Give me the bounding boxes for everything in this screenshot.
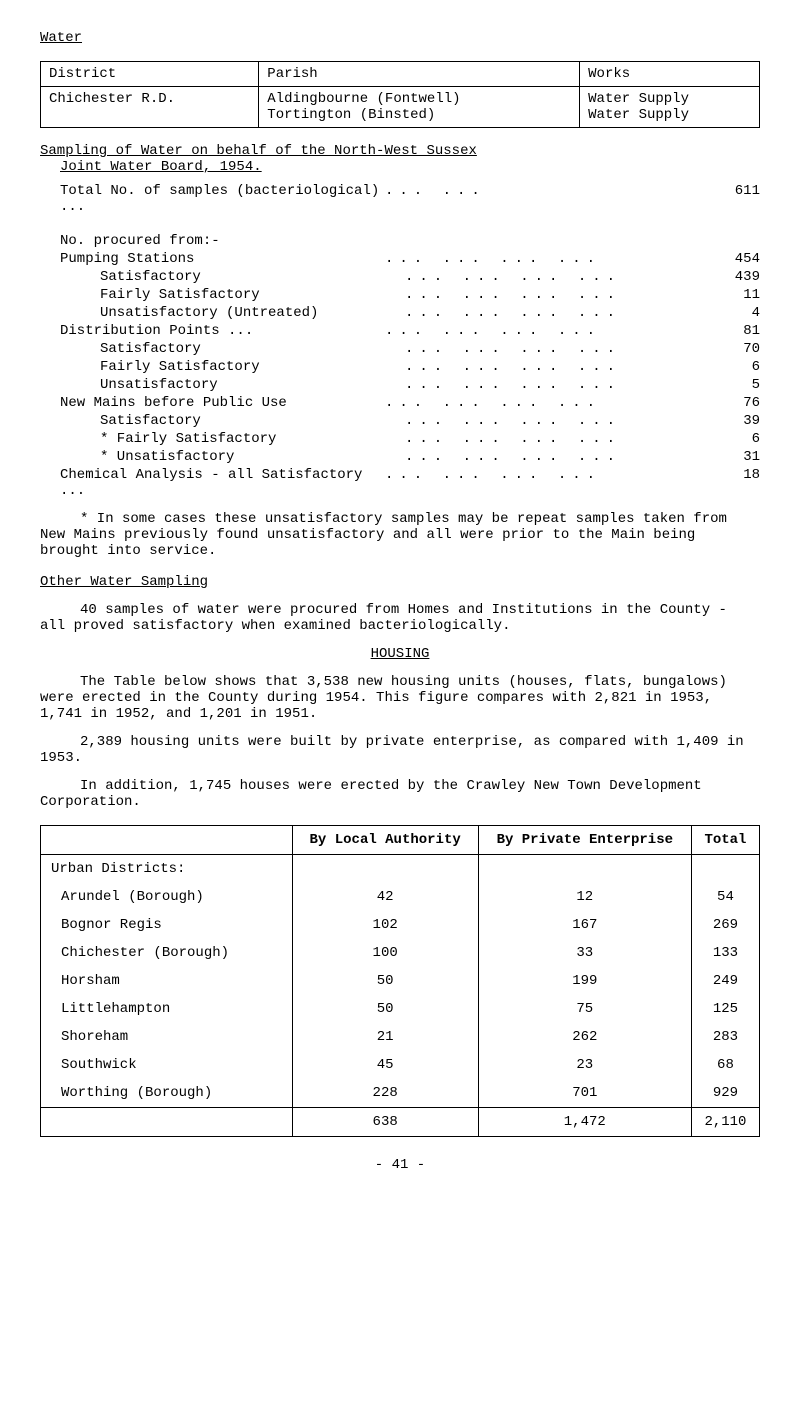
header-district: District — [41, 62, 259, 87]
ht-total-total: 2,110 — [691, 1108, 759, 1137]
data-row: Fairly Satisfactory... ... ... ...6 — [40, 359, 760, 375]
housing-heading: HOUSING — [40, 646, 760, 662]
total-row: Total No. of samples (bacteriological) .… — [40, 183, 760, 215]
cell-works: Water Supply Water Supply — [580, 87, 760, 128]
other-title: Other Water Sampling — [40, 574, 760, 590]
housing-table: By Local Authority By Private Enterprise… — [40, 825, 760, 1137]
ht-total-local: 638 — [292, 1108, 478, 1137]
housing-para1: The Table below shows that 3,538 new hou… — [40, 674, 760, 722]
water-heading: Water — [40, 30, 82, 46]
data-row: Satisfactory... ... ... ...439 — [40, 269, 760, 285]
cell-parish: Aldingbourne (Fontwell) Tortington (Bins… — [259, 87, 580, 128]
data-row: Unsatisfactory (Untreated)... ... ... ..… — [40, 305, 760, 321]
header-works: Works — [580, 62, 760, 87]
data-row: * Fairly Satisfactory... ... ... ...6 — [40, 431, 760, 447]
other-text: 40 samples of water were procured from H… — [40, 602, 760, 634]
table-row: Littlehampton5075125 — [41, 995, 760, 1023]
data-row: * Unsatisfactory... ... ... ...31 — [40, 449, 760, 465]
ht-h3: Total — [691, 826, 759, 855]
data-row: New Mains before Public Use... ... ... .… — [40, 395, 760, 411]
section-label: Urban Districts: — [41, 855, 293, 884]
ht-h0 — [41, 826, 293, 855]
data-row: Chemical Analysis - all Satisfactory ...… — [40, 467, 760, 499]
table-row: Bognor Regis102167269 — [41, 911, 760, 939]
data-row: Pumping Stations... ... ... ...454 — [40, 251, 760, 267]
sampling-rows: Pumping Stations... ... ... ...454 Satisf… — [40, 251, 760, 499]
procured-label: No. procured from:- — [40, 233, 760, 249]
data-row: Fairly Satisfactory... ... ... ...11 — [40, 287, 760, 303]
page-number: - 41 - — [40, 1157, 760, 1173]
ht-h2: By Private Enterprise — [478, 826, 691, 855]
table-row: Shoreham21262283 — [41, 1023, 760, 1051]
sampling-note: * In some cases these unsatisfactory sam… — [40, 511, 760, 559]
housing-para2: 2,389 housing units were built by privat… — [40, 734, 760, 766]
ht-h1: By Local Authority — [292, 826, 478, 855]
table-row: Chichester (Borough)10033133 — [41, 939, 760, 967]
header-parish: Parish — [259, 62, 580, 87]
data-row: Distribution Points ...... ... ... ...81 — [40, 323, 760, 339]
sampling-title: Sampling of Water on behalf of the North… — [40, 143, 760, 175]
data-row: Unsatisfactory... ... ... ...5 — [40, 377, 760, 393]
table-row: Southwick452368 — [41, 1051, 760, 1079]
table-row: Horsham50199249 — [41, 967, 760, 995]
table-row: Arundel (Borough)421254 — [41, 883, 760, 911]
cell-district: Chichester R.D. — [41, 87, 259, 128]
table-row: Worthing (Borough)228701929 — [41, 1079, 760, 1108]
data-row: Satisfactory... ... ... ...39 — [40, 413, 760, 429]
data-row: Satisfactory... ... ... ...70 — [40, 341, 760, 357]
district-table: District Parish Works Chichester R.D. Al… — [40, 61, 760, 128]
page-title: Water — [40, 30, 760, 46]
ht-total-private: 1,472 — [478, 1108, 691, 1137]
housing-para3: In addition, 1,745 houses were erected b… — [40, 778, 760, 810]
